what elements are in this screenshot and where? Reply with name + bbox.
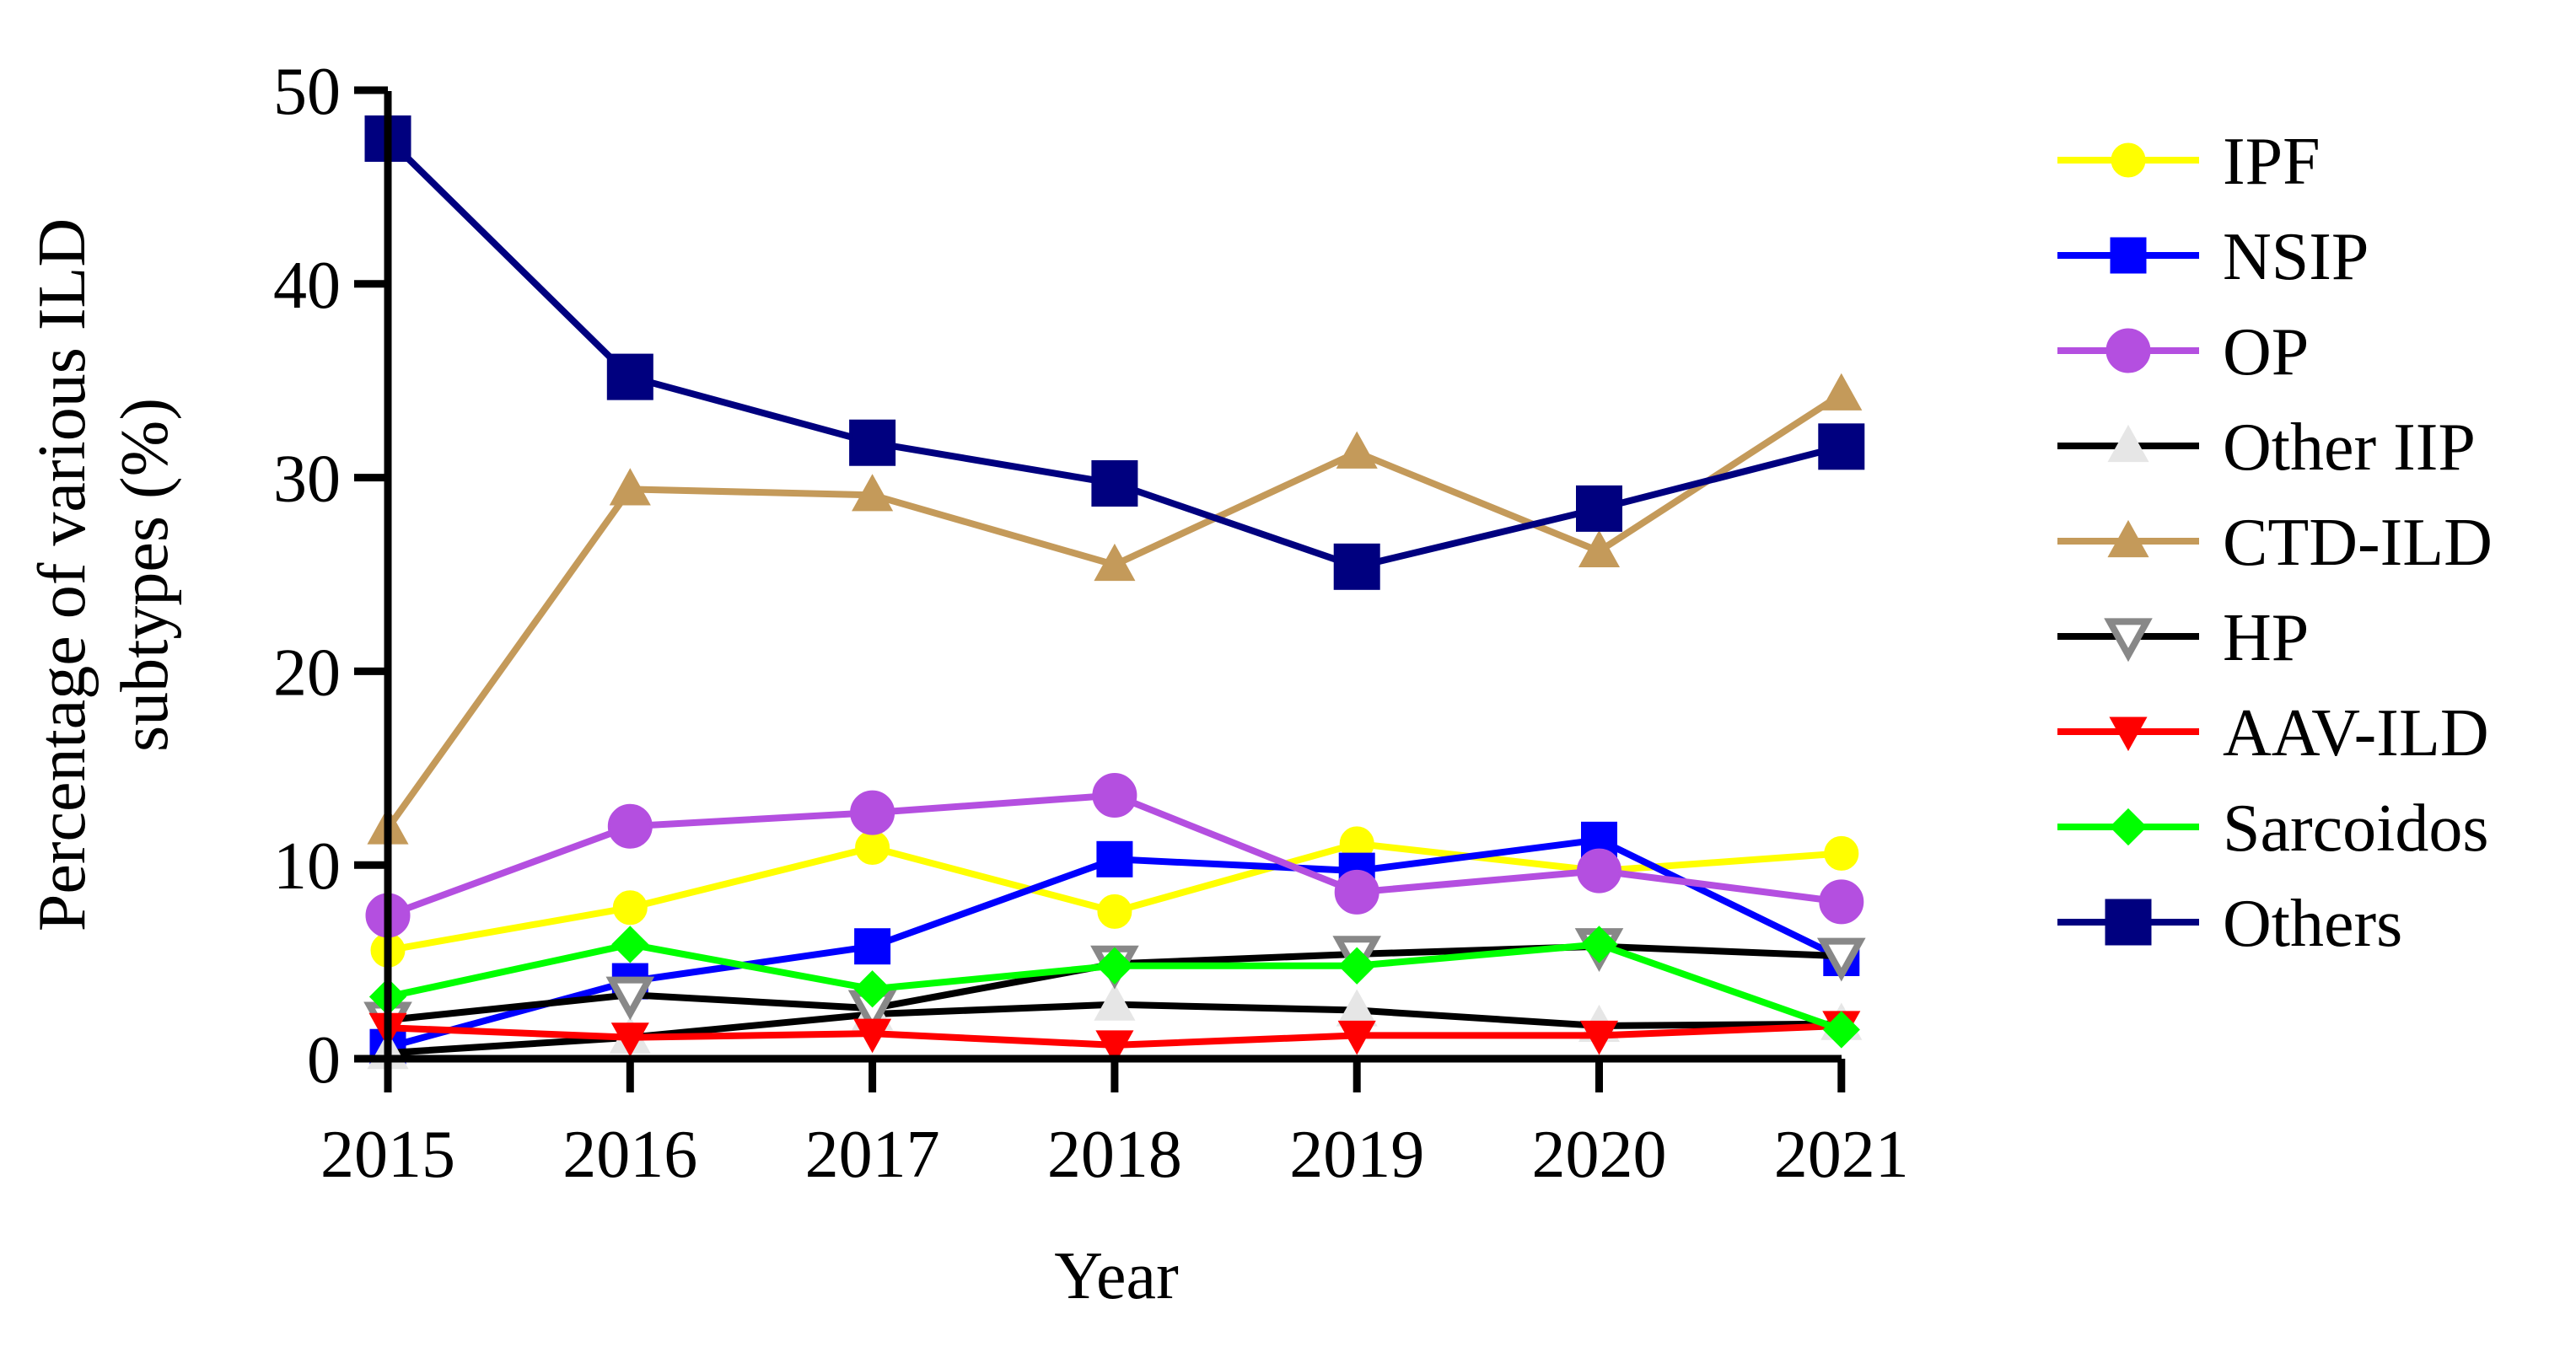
legend: IPF NSIP OP Other IIP CTD-ILD HP AAV-ILD Sarcoi… [2057, 125, 2493, 961]
series-op [365, 772, 1864, 938]
legend-label: CTD-ILD [2223, 506, 2493, 580]
point-op [607, 803, 653, 849]
legend-swatch-marker [2110, 237, 2147, 274]
point-sarcoidos [1095, 947, 1134, 985]
point-hp [1817, 937, 1866, 982]
y-axis-title-line2: subtypes (%) [108, 398, 182, 752]
legend-label: IPF [2223, 125, 2321, 199]
axes: 0 10 20 30 40 50 2015 2016 2017 2018 2019 2020 2021 [273, 55, 1909, 1192]
x-tick-label: 2021 [1774, 1118, 1909, 1192]
legend-swatch-marker [2105, 899, 2152, 946]
legend-swatch-marker [2111, 142, 2146, 178]
legend-item-ctd-ild: CTD-ILD [2057, 506, 2493, 580]
point-sarcoidos [611, 926, 649, 963]
y-axis-title-line1: Percentage of various ILD [25, 218, 99, 931]
point-others [1576, 485, 1622, 532]
legend-label: OP [2223, 315, 2309, 389]
legend-swatch-marker [2105, 328, 2151, 373]
point-others [606, 353, 653, 400]
y-ticks: 0 10 20 30 40 50 [273, 55, 388, 1097]
legend-item-aav-ild: AAV-ILD [2057, 696, 2489, 770]
y-tick-label: 0 [307, 1023, 341, 1097]
legend-swatch-marker [2107, 519, 2149, 558]
x-tick-label: 2019 [1289, 1118, 1424, 1192]
y-axis-title: Percentage of various ILD subtypes (%) [25, 218, 182, 931]
legend-item-others: Others [2057, 887, 2402, 961]
y-tick-label: 50 [273, 55, 341, 129]
y-tick-label: 30 [273, 443, 341, 517]
point-op [1092, 772, 1137, 818]
x-tick-label: 2015 [320, 1118, 455, 1192]
legend-swatch-marker [2104, 618, 2153, 663]
point-hp [605, 976, 655, 1021]
point-op [1334, 869, 1379, 915]
point-ipf [1097, 894, 1132, 929]
legend-item-op: OP [2057, 315, 2309, 389]
point-ipf [855, 830, 890, 866]
point-ctd-ild [609, 468, 651, 506]
point-other-iip [1094, 983, 1136, 1021]
point-aav-ild [610, 1022, 649, 1057]
legend-item-sarcoidos: Sarcoidos [2057, 792, 2489, 866]
legend-label: HP [2223, 601, 2309, 675]
x-axis-title: Year [1054, 1239, 1178, 1313]
legend-label: Other IIP [2223, 411, 2476, 485]
legend-item-ipf: IPF [2057, 125, 2321, 199]
x-tick-label: 2018 [1047, 1118, 1182, 1192]
series-others [364, 115, 1865, 590]
point-ctd-ild [1578, 529, 1621, 568]
point-nsip [854, 928, 891, 965]
legend-swatch-marker [2109, 716, 2148, 752]
point-nsip [1096, 840, 1133, 877]
x-tick-label: 2017 [805, 1118, 940, 1192]
point-aav-ild [853, 1018, 892, 1054]
point-aav-ild [1095, 1030, 1134, 1065]
legend-label: Sarcoidos [2223, 792, 2489, 866]
point-others [1818, 423, 1865, 470]
series-layer [363, 115, 1866, 1070]
point-others [849, 419, 896, 466]
series-ctd-ild [367, 373, 1863, 845]
legend-label: NSIP [2223, 220, 2369, 294]
point-op [1577, 848, 1621, 894]
y-tick-label: 40 [273, 249, 341, 323]
point-ipf [612, 890, 648, 926]
point-others [1091, 459, 1138, 507]
legend-swatch-marker [2109, 808, 2148, 846]
x-tick-label: 2016 [562, 1118, 697, 1192]
x-tick-label: 2020 [1532, 1118, 1667, 1192]
point-sarcoidos [1580, 926, 1618, 963]
legend-label: Others [2223, 887, 2402, 961]
point-ctd-ild [1820, 373, 1863, 411]
y-tick-label: 20 [273, 636, 341, 710]
legend-item-nsip: NSIP [2057, 220, 2369, 294]
series-line-ctd-ild [385, 391, 1843, 830]
legend-item-other-iip: Other IIP [2057, 411, 2476, 485]
point-op [850, 790, 895, 835]
point-aav-ild [1337, 1020, 1376, 1055]
legend-label: AAV-ILD [2223, 696, 2489, 770]
point-op [1819, 879, 1864, 925]
point-others [1333, 543, 1380, 590]
point-ctd-ild [852, 474, 894, 512]
point-sarcoidos [1338, 947, 1376, 985]
x-ticks: 2015 2016 2017 2018 2019 2020 2021 [320, 1059, 1909, 1192]
legend-swatch-marker [2107, 424, 2149, 463]
point-aav-ild [1579, 1020, 1619, 1055]
point-ipf [1824, 835, 1859, 871]
point-sarcoidos [853, 970, 891, 1008]
point-ctd-ild [1336, 431, 1378, 469]
y-tick-label: 10 [273, 829, 341, 904]
legend-item-hp: HP [2057, 601, 2309, 675]
point-sarcoidos [1822, 1011, 1860, 1049]
point-ctd-ild [1094, 543, 1136, 582]
